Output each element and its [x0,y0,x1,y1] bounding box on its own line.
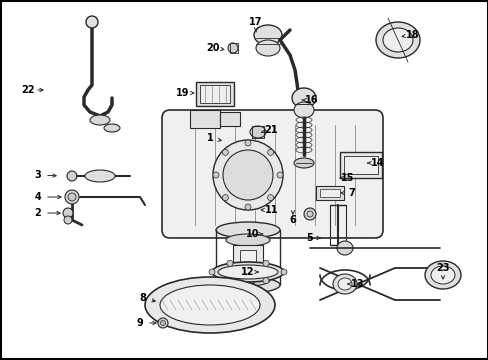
Text: 22: 22 [21,85,35,95]
Circle shape [267,195,273,201]
Ellipse shape [291,88,315,108]
Ellipse shape [256,40,280,56]
Bar [251,126,264,138]
Bar [190,110,220,128]
Bar [339,152,381,178]
Circle shape [240,270,256,286]
Text: 7: 7 [348,188,355,198]
Ellipse shape [382,28,412,52]
Circle shape [263,260,268,266]
Circle shape [244,140,250,146]
Circle shape [63,208,73,218]
Bar [220,112,240,126]
Circle shape [160,320,165,325]
Ellipse shape [249,126,265,138]
Circle shape [213,172,219,178]
Ellipse shape [336,241,352,255]
Ellipse shape [424,261,460,289]
Circle shape [226,278,232,284]
Ellipse shape [337,278,351,290]
Circle shape [213,140,283,210]
Ellipse shape [216,277,280,293]
Text: 3: 3 [35,170,41,180]
Bar [343,156,377,174]
Ellipse shape [104,124,120,132]
Ellipse shape [216,222,280,238]
Text: 11: 11 [264,205,278,215]
Text: 15: 15 [341,173,354,183]
Circle shape [67,171,77,181]
Text: 12: 12 [241,267,254,277]
Text: 6: 6 [289,215,296,225]
Circle shape [222,149,228,156]
Text: 20: 20 [206,43,219,53]
Ellipse shape [212,262,284,282]
Bar [196,82,234,106]
Text: 2: 2 [35,208,41,218]
Ellipse shape [145,277,274,333]
Text: 8: 8 [139,293,146,303]
Circle shape [226,260,232,266]
Ellipse shape [430,266,454,284]
Bar [319,189,339,197]
FancyBboxPatch shape [162,110,382,238]
Circle shape [227,43,238,53]
Text: 18: 18 [406,30,419,40]
Bar [229,43,238,53]
Bar [315,186,343,200]
Circle shape [304,208,315,220]
Text: 17: 17 [249,17,262,27]
Ellipse shape [218,265,278,279]
Ellipse shape [225,234,269,246]
Ellipse shape [90,115,110,125]
Ellipse shape [293,102,313,118]
Ellipse shape [85,170,115,182]
Ellipse shape [332,274,356,294]
Circle shape [263,278,268,284]
Circle shape [65,190,79,204]
Text: 13: 13 [350,279,364,289]
Circle shape [208,269,215,275]
Text: 14: 14 [370,158,384,168]
Circle shape [281,269,286,275]
Bar [240,250,256,275]
Text: 23: 23 [435,263,449,273]
Bar [232,245,263,280]
Circle shape [64,216,72,224]
Ellipse shape [160,285,260,325]
Circle shape [223,150,272,200]
Circle shape [244,204,250,210]
Circle shape [68,193,76,201]
Ellipse shape [375,22,419,58]
Circle shape [267,149,273,156]
Circle shape [222,195,228,201]
Text: 16: 16 [305,95,318,105]
Circle shape [306,211,312,217]
Circle shape [86,16,98,28]
Text: 10: 10 [246,229,259,239]
Circle shape [276,172,283,178]
Text: 5: 5 [306,233,313,243]
Text: 1: 1 [206,133,213,143]
Text: 4: 4 [35,192,41,202]
Bar [200,85,229,103]
Text: 19: 19 [176,88,189,98]
Text: 21: 21 [264,125,277,135]
Ellipse shape [225,274,269,286]
Circle shape [158,318,168,328]
Ellipse shape [253,25,282,45]
Bar [329,205,346,245]
Text: 9: 9 [136,318,143,328]
Ellipse shape [293,158,313,168]
